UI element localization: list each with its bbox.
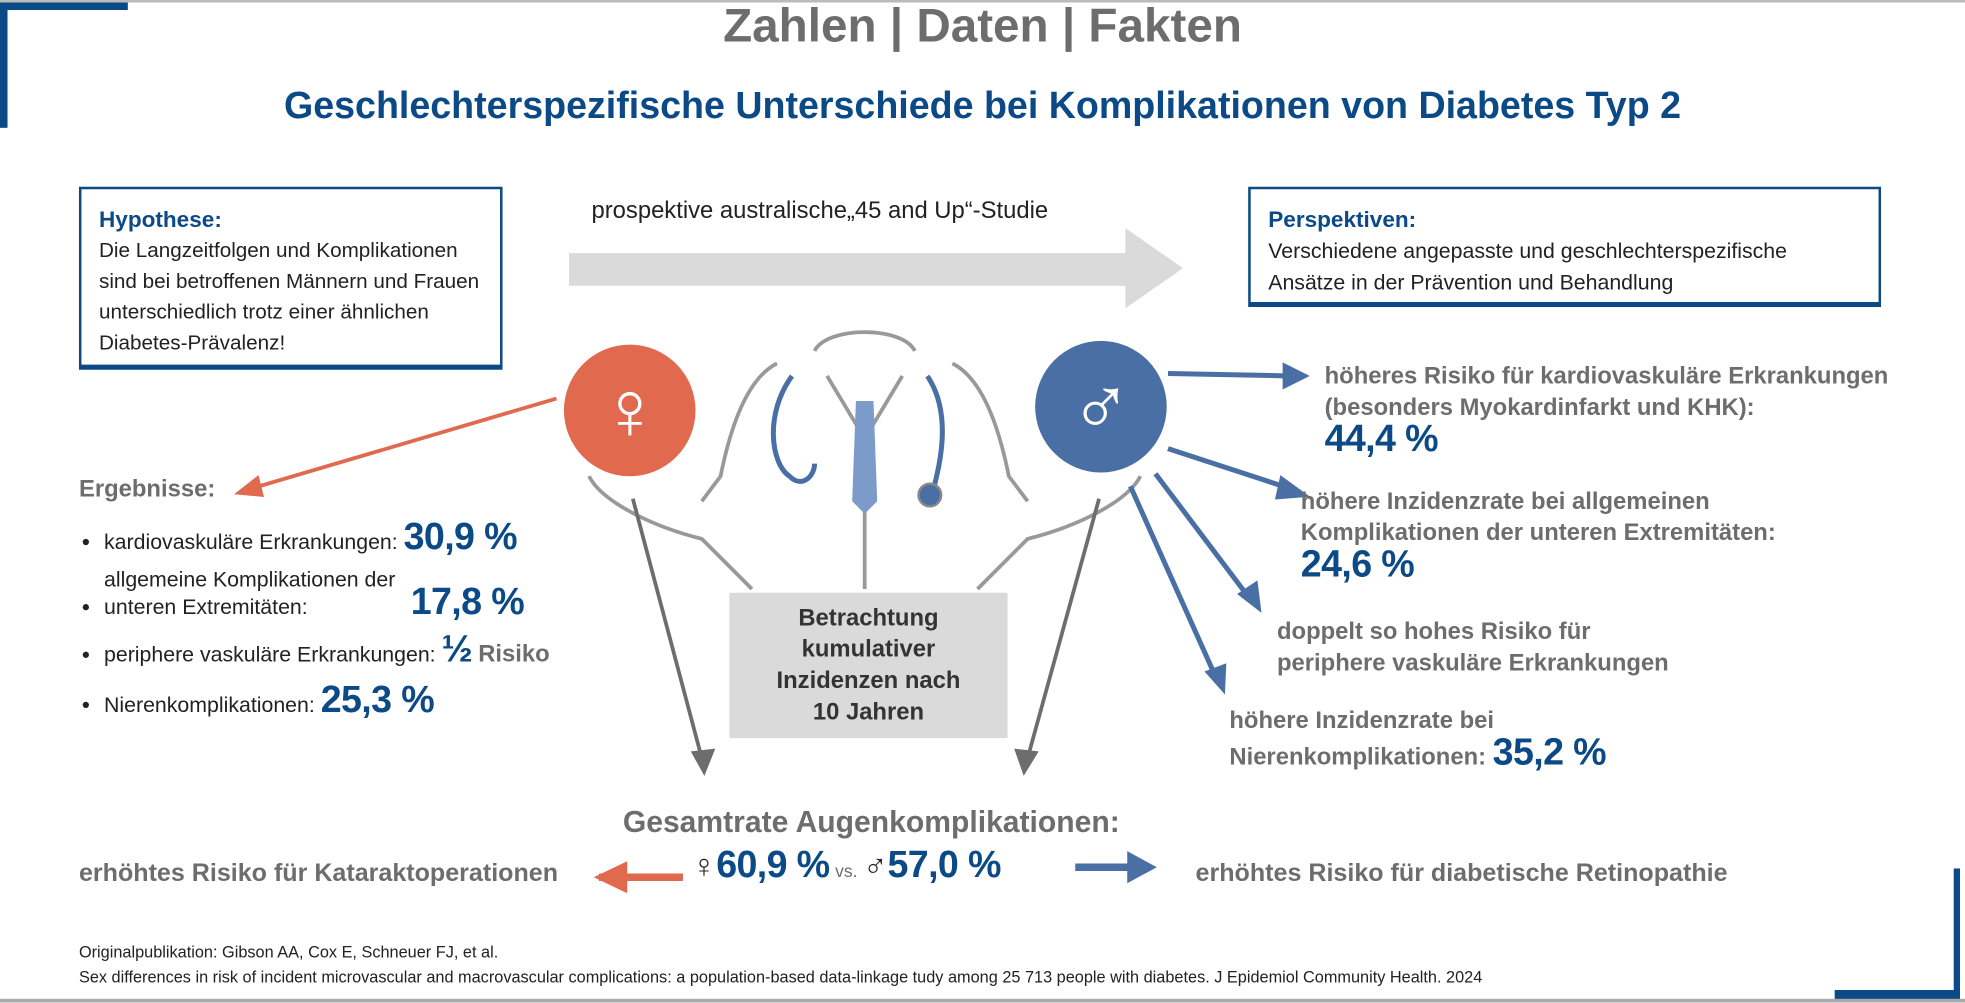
perspectives-text: Verschiedene angepasste und geschlechter… bbox=[1268, 239, 1787, 295]
result-suffix: Risiko bbox=[478, 641, 550, 668]
male-arrows bbox=[1075, 362, 1311, 884]
female-arrows bbox=[233, 396, 683, 894]
female-icon: ♀ bbox=[563, 344, 696, 477]
result-value: ½ bbox=[441, 629, 473, 671]
center-box: Betrachtung kumulativer Inzidenzen nach … bbox=[729, 592, 1008, 739]
result-value: 35,2 % bbox=[1492, 731, 1607, 774]
result-label: allgemeine Komplikationen der unteren Ex… bbox=[104, 567, 396, 620]
result-label: höhere Inzidenzrate bei allgemeinen Komp… bbox=[1300, 488, 1776, 547]
footer-line-2: Sex differences in risk of incident micr… bbox=[78, 967, 1483, 987]
perspectives-heading: Perspektiven: bbox=[1268, 206, 1417, 232]
women-results: Ergebnisse: kardiovaskuläre Erkrankungen… bbox=[79, 476, 630, 729]
top-border bbox=[0, 0, 1965, 3]
result-item: kardiovaskuläre Erkrankungen: 30,9 % bbox=[104, 516, 630, 559]
result-value: 30,9 % bbox=[403, 516, 518, 558]
men-result-3: doppelt so hohes Risiko für periphere va… bbox=[1277, 617, 1703, 680]
female-symbol: ♀ bbox=[691, 847, 717, 885]
perspectives-box: Perspektiven: Verschiedene angepasste un… bbox=[1248, 186, 1882, 308]
footer-line-1: Originalpublikation: Gibson AA, Cox E, S… bbox=[78, 942, 499, 962]
corner-decoration bbox=[0, 2, 128, 11]
result-label: doppelt so hohes Risiko für periphere va… bbox=[1277, 619, 1669, 677]
result-label: höheres Risiko für kardiovaskuläre Erkra… bbox=[1324, 363, 1889, 422]
footer: Originalpublikation: Gibson AA, Cox E, S… bbox=[79, 940, 1482, 990]
study-label: prospektive australische„45 and Up“-Stud… bbox=[591, 198, 1049, 225]
result-label: Nierenkomplikationen: bbox=[104, 693, 315, 717]
corner-decoration bbox=[1834, 990, 1960, 1001]
eyes-left-text: erhöhtes Risiko für Kataraktoperationen bbox=[78, 859, 559, 888]
results-heading: Ergebnisse: bbox=[78, 476, 216, 503]
result-label: kardiovaskuläre Erkrankungen: bbox=[104, 530, 398, 554]
center-arrows bbox=[631, 498, 1101, 776]
eyes-values: ♀60,9 % vs. ♂57,0 % bbox=[691, 844, 1002, 888]
male-eye-value: 57,0 % bbox=[887, 844, 1002, 887]
center-label: Betrachtung kumulativer Inzidenzen nach … bbox=[776, 605, 961, 726]
result-item: Nierenkomplikationen: 25,3 % bbox=[104, 679, 630, 722]
male-symbol: ♂ bbox=[863, 847, 888, 885]
result-item: periphere vaskuläre Erkrankungen: ½ Risi… bbox=[104, 629, 630, 672]
eyes-heading: Gesamtrate Augenkomplikationen: bbox=[622, 805, 1120, 840]
result-value: 44,4 % bbox=[1324, 418, 1439, 460]
bottom-border bbox=[0, 998, 1965, 1003]
result-value: 24,6 % bbox=[1300, 543, 1415, 586]
result-label: periphere vaskuläre Erkrankungen: bbox=[104, 642, 436, 667]
hypothesis-heading: Hypothese: bbox=[99, 206, 222, 232]
result-label: höhere Inzidenzrate bei Nierenkomplikati… bbox=[1229, 708, 1494, 771]
result-value: 17,8 % bbox=[410, 581, 525, 623]
male-icon: ♂ bbox=[1035, 340, 1167, 473]
hypothesis-box: Hypothese: Die Langzeitfolgen und Kompli… bbox=[78, 186, 503, 370]
men-result-2: höhere Inzidenzrate bei allgemeinen Komp… bbox=[1301, 486, 1840, 585]
men-result-4: höhere Inzidenzrate bei Nierenkomplikati… bbox=[1229, 706, 1680, 774]
page-title: Zahlen | Daten | Fakten bbox=[723, 0, 1242, 53]
hypothesis-text: Die Langzeitfolgen und Komplikationen si… bbox=[99, 239, 480, 355]
study-arrow bbox=[568, 228, 1184, 309]
vs-label: vs. bbox=[835, 860, 858, 881]
result-item: allgemeine Komplikationen der unteren Ex… bbox=[104, 566, 630, 621]
corner-decoration bbox=[0, 2, 8, 128]
female-eye-value: 60,9 % bbox=[716, 844, 830, 887]
corner-decoration bbox=[1953, 868, 1960, 1001]
result-value: 25,3 % bbox=[320, 679, 435, 721]
eyes-right-text: erhöhtes Risiko für diabetische Retinopa… bbox=[1195, 859, 1728, 888]
men-result-1: höheres Risiko für kardiovaskuläre Erkra… bbox=[1325, 361, 1927, 460]
page-subtitle: Geschlechterspezifische Unterschiede bei… bbox=[283, 85, 1682, 127]
